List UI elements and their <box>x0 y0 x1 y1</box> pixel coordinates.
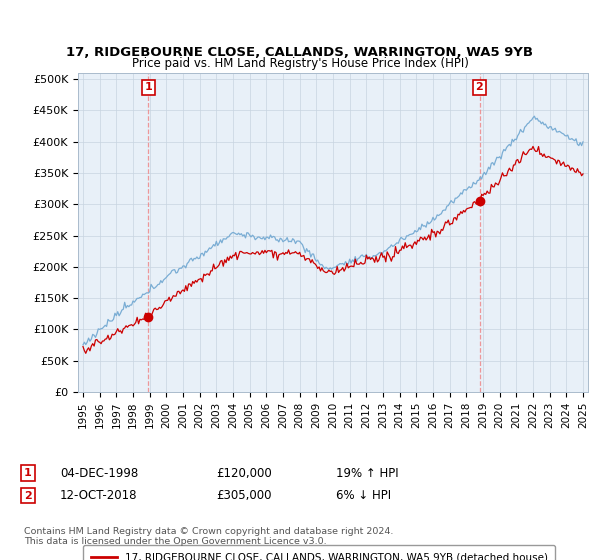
Text: 19% ↑ HPI: 19% ↑ HPI <box>336 466 398 480</box>
Text: 2: 2 <box>24 491 32 501</box>
Text: Price paid vs. HM Land Registry's House Price Index (HPI): Price paid vs. HM Land Registry's House … <box>131 57 469 70</box>
Text: 6% ↓ HPI: 6% ↓ HPI <box>336 489 391 502</box>
Text: 12-OCT-2018: 12-OCT-2018 <box>60 489 137 502</box>
Text: £120,000: £120,000 <box>216 466 272 480</box>
Text: £305,000: £305,000 <box>216 489 271 502</box>
Text: 04-DEC-1998: 04-DEC-1998 <box>60 466 138 480</box>
Text: 1: 1 <box>24 468 32 478</box>
Legend: 17, RIDGEBOURNE CLOSE, CALLANDS, WARRINGTON, WA5 9YB (detached house), HPI: Aver: 17, RIDGEBOURNE CLOSE, CALLANDS, WARRING… <box>83 545 555 560</box>
Text: 2: 2 <box>476 82 484 92</box>
Text: Contains HM Land Registry data © Crown copyright and database right 2024.
This d: Contains HM Land Registry data © Crown c… <box>24 526 394 546</box>
Text: 1: 1 <box>145 82 152 92</box>
Text: 17, RIDGEBOURNE CLOSE, CALLANDS, WARRINGTON, WA5 9YB: 17, RIDGEBOURNE CLOSE, CALLANDS, WARRING… <box>67 46 533 59</box>
